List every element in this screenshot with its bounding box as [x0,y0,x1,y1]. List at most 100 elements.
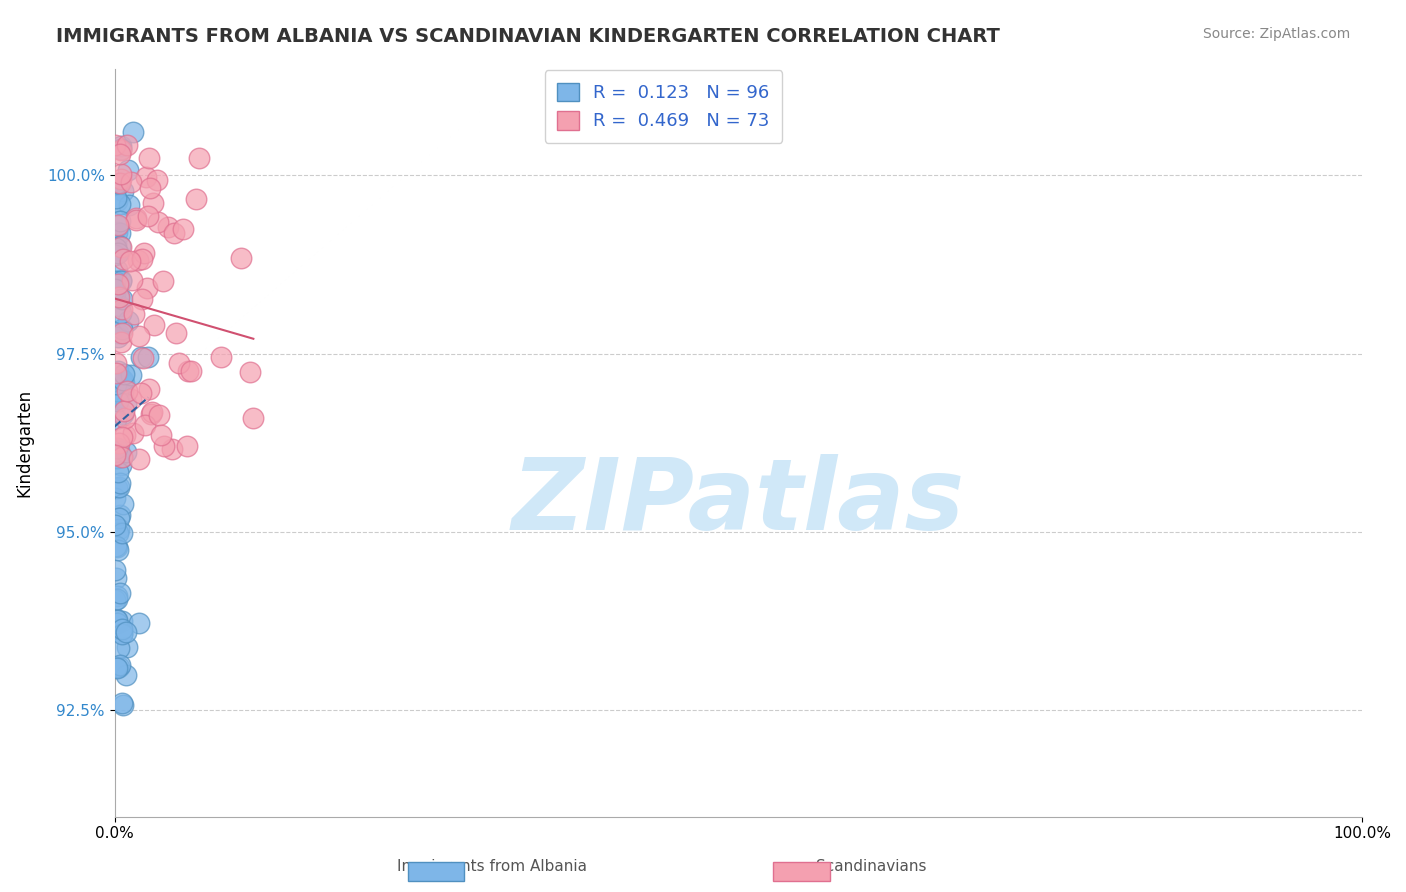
Point [108,239,131,253]
Text: Source: ZipAtlas.com: Source: ZipAtlas.com [1202,27,1350,41]
Point [105,225,128,239]
Point [177,364,200,378]
Point [110,585,132,599]
Point [111,622,134,636]
Point [180,364,202,378]
Point [108,480,131,494]
Point [118,254,141,268]
Point [107,465,129,479]
Point [104,563,127,577]
Point [172,221,194,235]
Point [115,640,138,655]
Point [135,281,157,295]
Point [104,241,127,255]
Point [105,441,128,455]
Point [115,397,138,411]
Point [107,526,129,541]
Point [111,184,134,198]
Point [121,426,143,441]
Point [117,198,139,212]
Legend: R =  0.123   N = 96, R =  0.469   N = 73: R = 0.123 N = 96, R = 0.469 N = 73 [544,70,782,143]
Point [110,657,132,672]
Point [104,282,127,296]
Point [107,384,129,399]
Point [107,219,129,233]
Point [104,236,127,251]
Y-axis label: Kindergarten: Kindergarten [15,389,32,497]
Point [156,220,179,235]
Point [135,170,157,185]
Point [104,274,127,288]
Point [112,367,135,381]
Point [107,289,129,303]
Point [107,394,129,409]
Point [111,698,134,713]
Point [108,659,131,673]
Point [107,246,129,260]
Point [114,668,136,682]
Point [110,142,132,156]
Point [105,592,128,607]
Point [114,411,136,425]
Point [112,376,135,390]
Point [107,326,129,341]
Point [111,450,134,465]
Point [131,252,153,267]
Point [166,326,188,340]
Point [105,356,128,370]
Point [108,511,131,525]
Point [111,497,134,511]
Point [104,138,127,153]
Point [108,290,131,304]
Point [111,696,134,710]
Point [105,660,128,674]
Point [107,177,129,191]
Point [110,240,132,254]
Point [131,293,153,307]
Point [105,176,128,190]
Point [242,411,264,425]
Point [107,541,129,555]
Point [107,364,129,378]
Point [125,211,148,225]
Point [167,356,190,370]
Point [114,428,136,442]
Point [117,138,139,153]
Point [111,526,134,541]
Point [134,417,156,432]
Point [105,613,128,627]
Point [139,181,162,195]
Point [184,193,207,207]
Point [239,365,262,379]
Point [107,543,129,558]
Point [110,305,132,319]
Text: Scandinavians: Scandinavians [817,859,927,874]
Point [108,176,131,190]
Point [115,384,138,398]
Point [105,194,128,208]
Point [104,191,127,205]
Point [138,382,160,396]
Point [110,458,132,473]
Point [108,390,131,404]
Point [105,481,128,495]
Point [176,439,198,453]
Point [163,226,186,240]
Point [115,445,138,459]
Point [160,442,183,457]
Point [107,522,129,536]
Point [105,661,128,675]
Point [120,368,142,382]
Point [138,209,160,223]
Point [141,405,163,419]
Point [111,326,134,340]
Point [108,508,131,523]
Point [111,301,134,316]
Point [111,384,134,399]
Point [128,452,150,467]
Point [104,518,127,533]
Point [138,151,160,165]
Point [105,615,128,630]
Point [105,366,128,380]
Point [107,329,129,343]
